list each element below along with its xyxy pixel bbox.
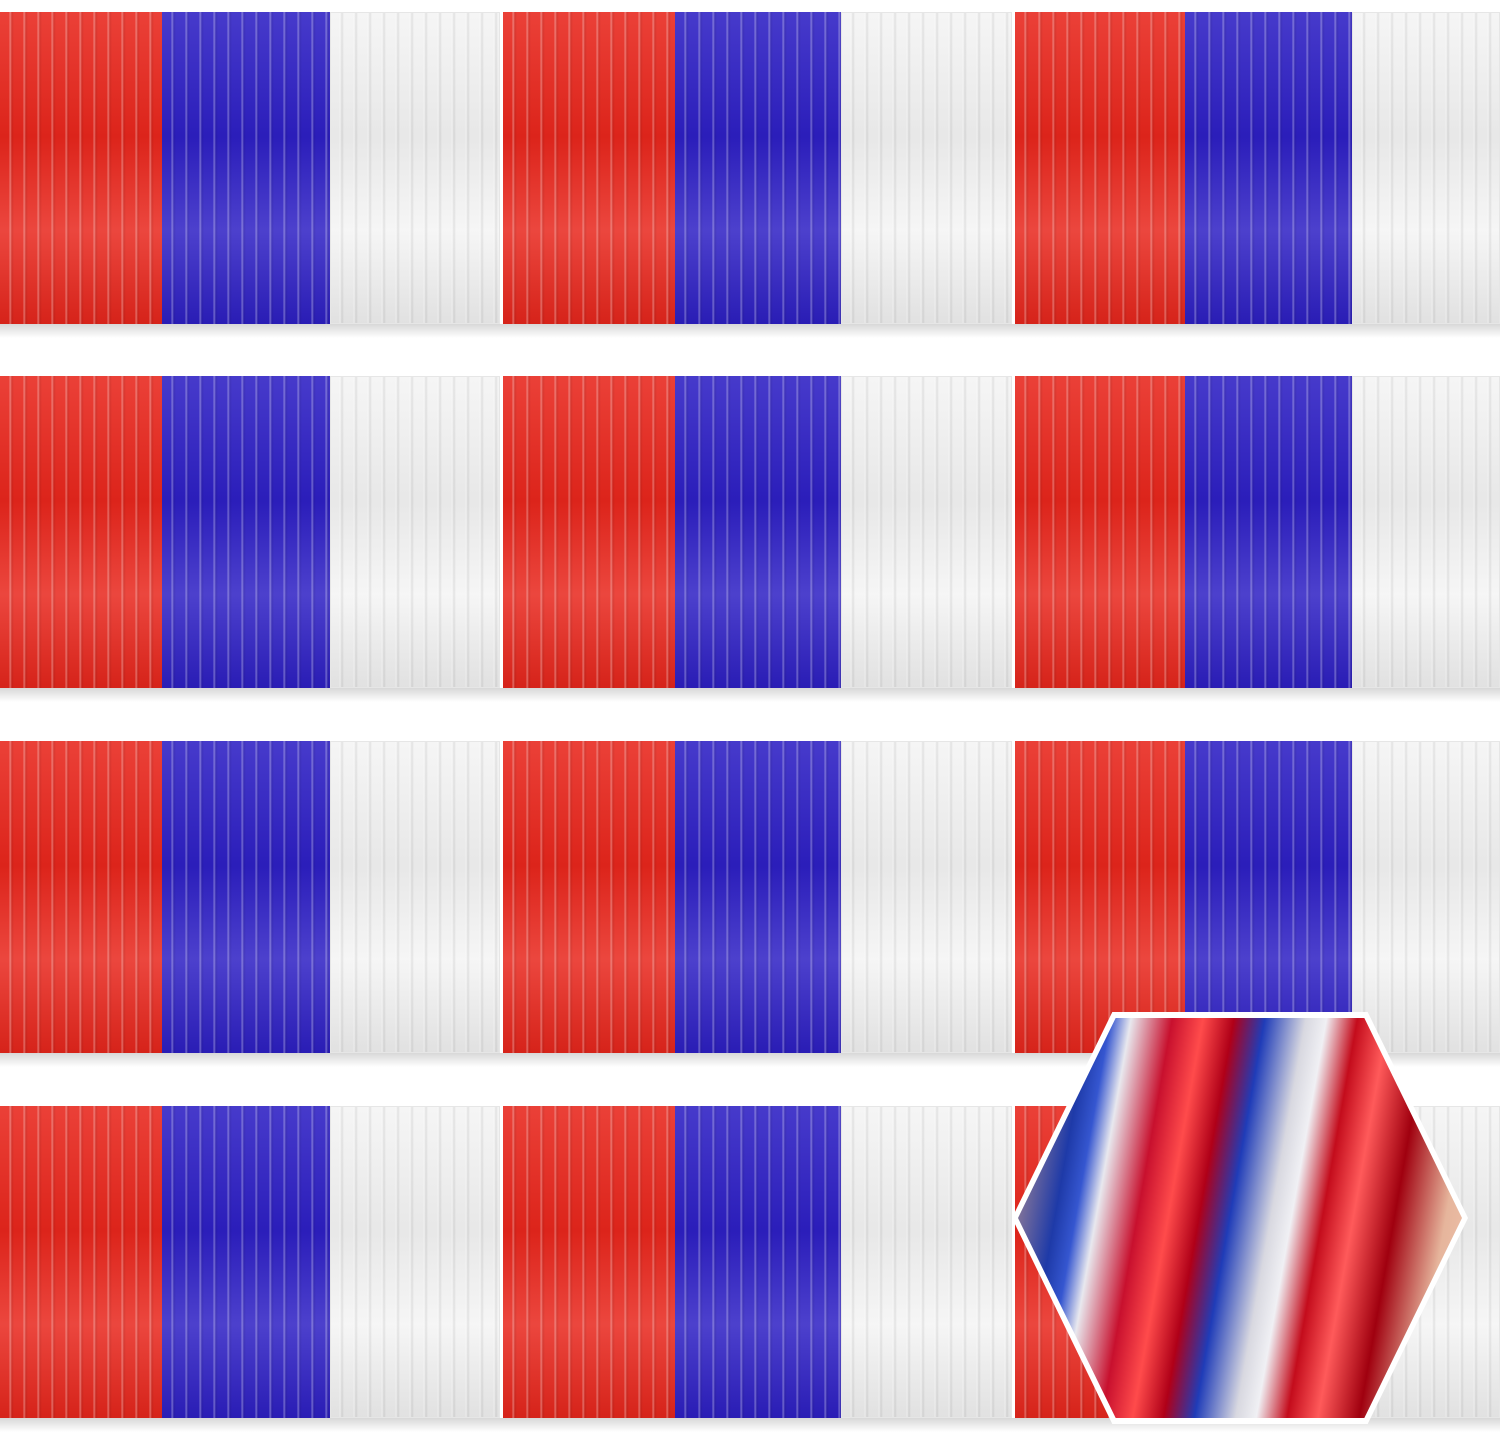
red-fringe-panel <box>503 1106 675 1418</box>
pennant-row <box>0 376 1500 688</box>
red-fringe-panel <box>1015 12 1185 324</box>
red-fringe-panel <box>0 1106 162 1418</box>
blue-fringe-panel <box>1185 12 1352 324</box>
closeup-inset <box>1012 1012 1468 1424</box>
white-fringe-panel <box>330 12 500 324</box>
red-fringe-panel <box>0 12 162 324</box>
blue-fringe-panel <box>675 12 841 324</box>
blue-fringe-panel <box>1185 376 1352 688</box>
white-fringe-panel <box>841 12 1012 324</box>
red-fringe-panel <box>1015 741 1185 1053</box>
red-fringe-panel <box>0 741 162 1053</box>
white-fringe-panel <box>1352 741 1500 1053</box>
blue-fringe-panel <box>162 741 330 1053</box>
row-shadow <box>0 688 1500 702</box>
red-fringe-panel <box>1015 376 1185 688</box>
white-fringe-panel <box>841 376 1012 688</box>
white-fringe-panel <box>841 741 1012 1053</box>
row-shadow <box>0 324 1500 338</box>
white-fringe-panel <box>841 1106 1012 1418</box>
pennant-row <box>0 12 1500 324</box>
blue-fringe-panel <box>162 1106 330 1418</box>
blue-fringe-panel <box>162 376 330 688</box>
white-fringe-panel <box>1352 12 1500 324</box>
foil-closeup-image <box>1018 1018 1462 1418</box>
white-fringe-panel <box>330 1106 500 1418</box>
red-fringe-panel <box>503 741 675 1053</box>
pennant-row <box>0 741 1500 1053</box>
blue-fringe-panel <box>675 376 841 688</box>
red-fringe-panel <box>0 376 162 688</box>
white-fringe-panel <box>330 741 500 1053</box>
blue-fringe-panel <box>675 741 841 1053</box>
blue-fringe-panel <box>1185 741 1352 1053</box>
red-fringe-panel <box>503 376 675 688</box>
white-fringe-panel <box>1352 376 1500 688</box>
red-fringe-panel <box>503 12 675 324</box>
blue-fringe-panel <box>162 12 330 324</box>
white-fringe-panel <box>330 376 500 688</box>
blue-fringe-panel <box>675 1106 841 1418</box>
